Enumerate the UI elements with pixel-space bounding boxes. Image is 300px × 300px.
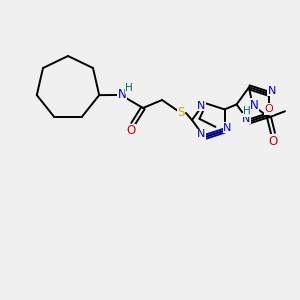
Text: N: N bbox=[197, 101, 206, 111]
Text: O: O bbox=[265, 104, 274, 114]
Text: N: N bbox=[224, 123, 232, 133]
Text: N: N bbox=[242, 113, 250, 124]
Text: O: O bbox=[268, 135, 278, 148]
Text: N: N bbox=[268, 86, 276, 96]
Text: N: N bbox=[250, 99, 258, 112]
Text: N: N bbox=[197, 129, 206, 139]
Text: O: O bbox=[126, 124, 136, 137]
Text: S: S bbox=[177, 106, 185, 119]
Text: H: H bbox=[243, 106, 251, 116]
Text: H: H bbox=[125, 83, 133, 93]
Text: N: N bbox=[118, 88, 126, 100]
